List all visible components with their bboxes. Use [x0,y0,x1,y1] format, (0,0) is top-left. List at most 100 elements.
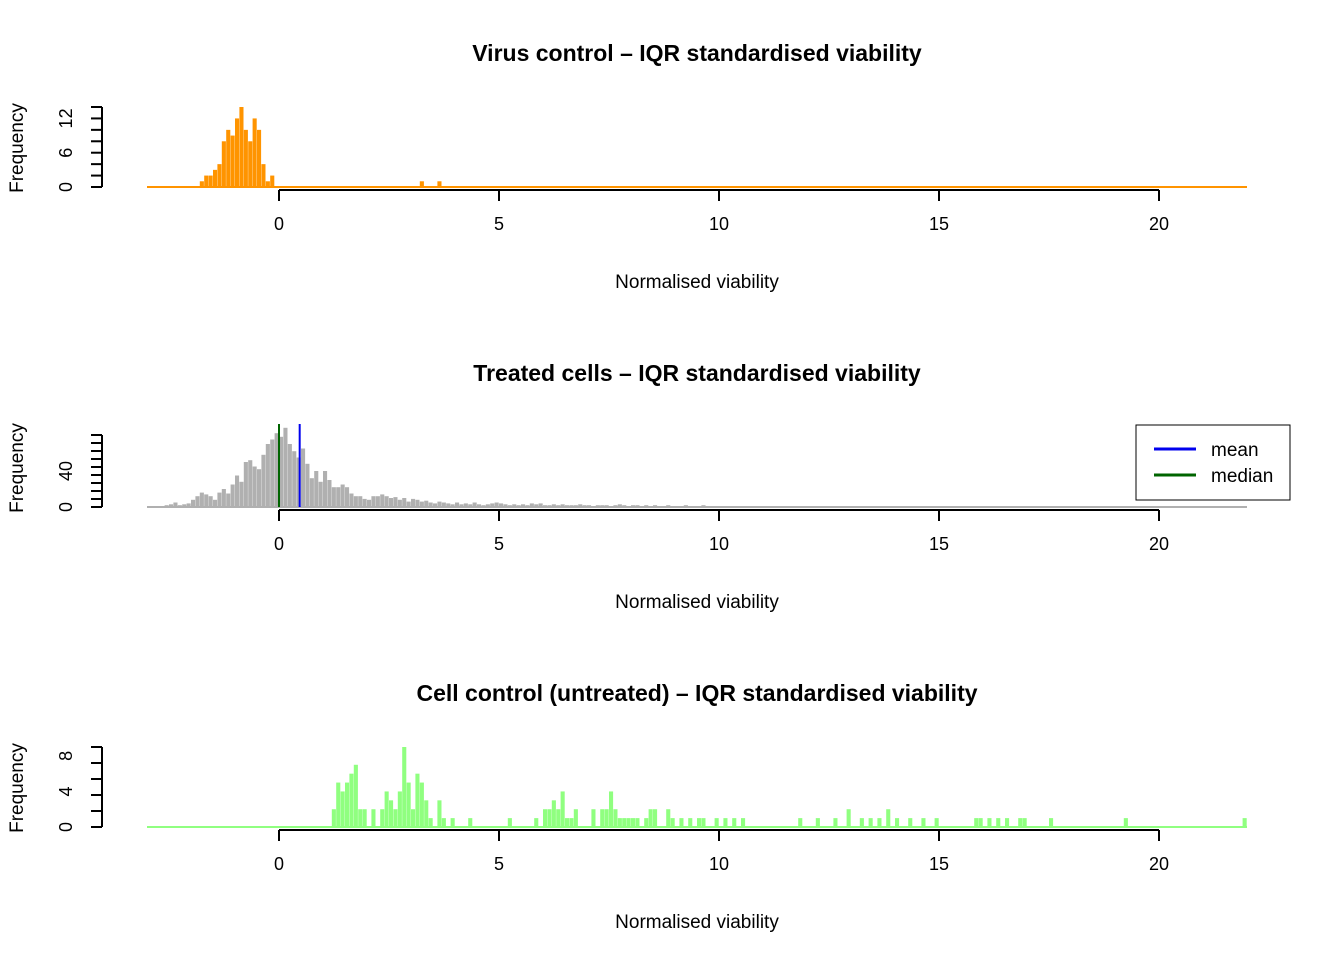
histogram-bar [380,494,385,507]
histogram-bar [274,433,279,507]
histogram-bar [1242,818,1247,827]
histogram-bar [393,809,398,827]
histogram-bar [921,818,926,827]
histogram-bar [367,499,372,507]
histogram-bar [384,496,389,507]
histogram-bar [569,818,574,827]
histogram-bar [543,505,548,507]
histogram-bar [776,506,781,507]
histogram-bar [230,484,235,507]
histogram-bar [327,480,332,507]
histogram-bar [749,506,754,507]
histogram-bar [635,505,640,507]
histogram-bar [626,818,631,827]
histogram-bar [393,497,398,507]
histogram-bar [543,809,548,827]
histogram-bar [996,818,1001,827]
histogram-bar [573,809,578,827]
panel-cell-control: Cell control (untreated) – IQR standardi… [7,680,1247,933]
histogram-bar [947,506,952,507]
histogram-bar [419,501,424,507]
histogram-bar [644,505,649,507]
histogram-bar [516,505,521,507]
histogram-bar [406,501,411,507]
histogram-bar [613,809,618,827]
histogram-bar [996,506,1001,507]
x-axis-label: Normalised viability [615,592,779,613]
histogram-bar [802,506,807,507]
histogram-bar [653,505,658,507]
histogram-bar [930,506,935,507]
histogram-bar [890,506,895,507]
histogram-bar [353,496,358,507]
histogram-bar [292,451,297,507]
y-axis-label: Frequency [7,743,28,833]
histogram-bar [349,493,354,507]
histogram-bar [569,505,574,507]
histogram-bar [415,499,420,507]
histogram-bar [600,809,605,827]
histogram-bar [389,498,394,507]
histogram-bar [195,496,200,507]
histogram-bar [499,503,504,507]
histogram-bar [490,503,495,507]
histogram-bar [613,505,618,507]
histogram-bar [521,504,526,507]
histogram-bar [305,463,310,507]
histogram-bar [217,164,222,187]
histogram-bar [204,494,209,507]
histogram-bar [732,818,737,827]
histogram-bar [336,782,341,827]
histogram-bar [815,506,820,507]
histogram-bar [617,818,622,827]
x-tick-label: 20 [1149,214,1169,234]
histogram-bar [697,506,702,507]
histogram-bar [648,809,653,827]
histogram-bar [868,818,873,827]
histogram-bar [969,506,974,507]
histogram-bar [217,492,222,507]
histogram-bar [512,504,517,507]
histogram-bar [362,809,367,827]
histogram-bar [815,818,820,827]
x-tick-label: 0 [274,854,284,874]
histogram-bar [450,504,455,507]
histogram-bar [358,496,363,507]
histogram-bar [1049,818,1054,827]
histogram-bar [622,818,627,827]
histogram-bar [270,439,275,507]
histogram-bar [336,487,341,507]
histogram-bar [428,818,433,827]
histogram-bar [296,457,301,507]
histogram-bar [648,506,653,507]
histogram-bar [389,800,394,827]
histogram-bar [622,505,627,507]
histogram-bar [1022,506,1027,507]
histogram-bar [723,506,728,507]
histogram-bar [226,129,231,187]
x-tick-label: 10 [709,214,729,234]
histogram-bar [600,505,605,507]
histogram-bar [609,791,614,827]
histogram-bar [595,505,600,507]
histogram-bar [243,462,248,507]
histogram-bar [503,504,508,507]
histogram-bar [243,129,248,187]
histogram-bar [375,496,380,507]
histogram-bar [657,506,662,507]
histogram-bar [609,506,614,507]
histogram-bar [287,444,292,507]
histogram-bar [551,504,556,507]
histogram-bar [485,504,490,507]
histogram-bar [186,503,191,507]
legend-box [1135,424,1291,501]
histogram-bar [895,818,900,827]
histogram-bar [204,175,209,187]
histogram-bar [477,504,482,507]
y-axis-label: Frequency [7,423,28,513]
histogram-bar [318,481,323,507]
histogram-bar [617,504,622,507]
histogram-bar [173,502,178,507]
x-tick-label: 15 [929,854,949,874]
histogram-bar [402,498,407,507]
